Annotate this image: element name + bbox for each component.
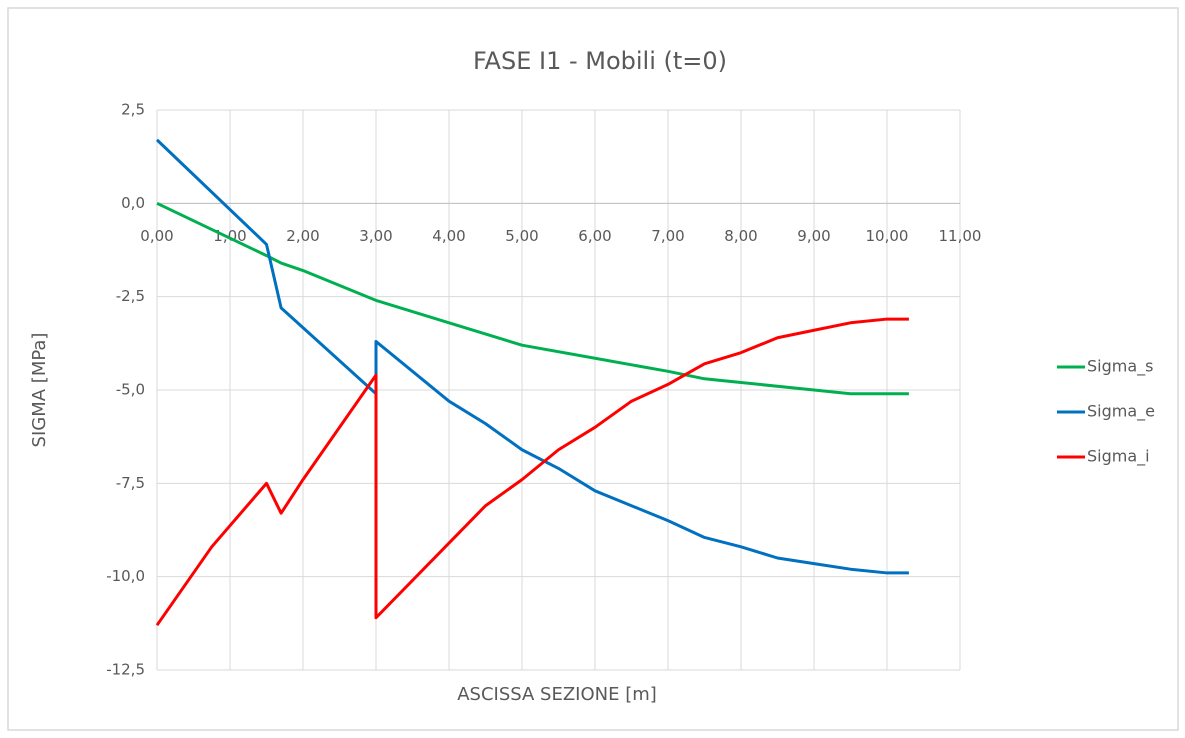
line-series <box>155 138 909 575</box>
x-axis-label: ASCISSA SEZIONE [m] <box>457 684 657 705</box>
chart-title: FASE I1 - Mobili (t=0) <box>473 47 727 75</box>
x-tick-label: 6,00 <box>578 227 611 245</box>
x-tick-label: 9,00 <box>797 227 830 245</box>
line-series <box>156 201 909 396</box>
y-axis-label: SIGMA [MPa] <box>29 333 50 448</box>
x-tick-label: 0,00 <box>140 227 173 245</box>
line-series <box>155 317 909 627</box>
legend-label: Sigma_i <box>1087 447 1150 467</box>
x-tick-label: 3,00 <box>359 227 392 245</box>
legend-label: Sigma_s <box>1087 357 1153 377</box>
y-tick-label: -7,5 <box>116 474 145 492</box>
chart-frame <box>7 7 1179 731</box>
x-tick-label: 2,00 <box>286 227 319 245</box>
x-tick-label: 10,00 <box>866 227 909 245</box>
y-tick-label: -5,0 <box>116 381 145 399</box>
x-tick-label: 5,00 <box>505 227 538 245</box>
x-tick-label: 8,00 <box>724 227 757 245</box>
y-tick-label: -12,5 <box>106 661 145 679</box>
y-tick-label: -10,0 <box>106 567 145 585</box>
legend-label: Sigma_e <box>1087 402 1155 422</box>
y-tick-label: -2,5 <box>116 287 145 305</box>
x-tick-label: 4,00 <box>432 227 465 245</box>
x-tick-label: 1,00 <box>213 227 246 245</box>
y-tick-label: 2,5 <box>121 101 145 119</box>
x-tick-label: 7,00 <box>651 227 684 245</box>
x-tick-label: 11,00 <box>939 227 982 245</box>
y-tick-label: 0,0 <box>121 194 145 212</box>
